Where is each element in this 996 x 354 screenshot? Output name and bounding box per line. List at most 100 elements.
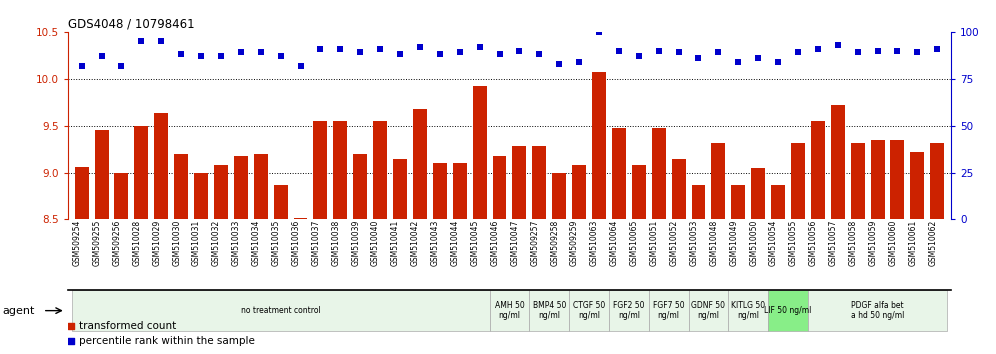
Bar	[374, 121, 387, 219]
Bar	[711, 143, 725, 219]
Text: PDGF alfa bet
a hd 50 ng/ml: PDGF alfa bet a hd 50 ng/ml	[851, 301, 904, 320]
Text: GSM509257: GSM509257	[530, 219, 539, 266]
Text: GSM510060: GSM510060	[888, 219, 897, 266]
Bar	[334, 121, 348, 219]
Text: GSM510058: GSM510058	[849, 219, 858, 266]
Text: GSM510045: GSM510045	[470, 219, 480, 266]
Bar	[274, 185, 288, 219]
Text: GSM510061: GSM510061	[908, 219, 917, 266]
Text: GSM510051: GSM510051	[649, 219, 658, 266]
Text: LIF 50 ng/ml: LIF 50 ng/ml	[764, 306, 812, 315]
Bar	[433, 163, 447, 219]
Text: FGF2 50
ng/ml: FGF2 50 ng/ml	[614, 301, 644, 320]
Point	[74, 63, 90, 68]
Bar	[910, 152, 924, 219]
Point	[850, 50, 866, 55]
Point	[531, 52, 547, 57]
Text: GSM509256: GSM509256	[113, 219, 122, 266]
Text: GDNF 50
ng/ml: GDNF 50 ng/ml	[691, 301, 725, 320]
Bar	[154, 114, 168, 219]
Bar	[134, 126, 148, 219]
Text: GSM510050: GSM510050	[749, 219, 758, 266]
Text: FGF7 50
ng/ml: FGF7 50 ng/ml	[652, 301, 684, 320]
Text: GSM510055: GSM510055	[789, 219, 798, 266]
Text: GSM510035: GSM510035	[272, 219, 281, 266]
Point	[193, 53, 209, 59]
Text: GSM510063: GSM510063	[590, 219, 599, 266]
Bar	[592, 72, 606, 219]
Bar	[609, 290, 648, 331]
Point	[472, 44, 488, 50]
Text: GSM510057: GSM510057	[829, 219, 838, 266]
Text: GSM510029: GSM510029	[152, 219, 161, 266]
Text: GSM510046: GSM510046	[490, 219, 500, 266]
Point	[929, 46, 945, 52]
Bar	[851, 143, 865, 219]
Bar	[572, 165, 586, 219]
Point	[333, 46, 349, 52]
Text: CTGF 50
ng/ml: CTGF 50 ng/ml	[573, 301, 606, 320]
Point	[750, 55, 766, 61]
Point	[650, 48, 666, 53]
Bar	[95, 130, 109, 219]
Point	[889, 48, 905, 53]
Bar	[648, 290, 688, 331]
Point	[690, 55, 706, 61]
Text: GSM510037: GSM510037	[312, 219, 321, 266]
Text: GSM510044: GSM510044	[451, 219, 460, 266]
Bar	[354, 154, 368, 219]
Bar	[671, 159, 685, 219]
Point	[810, 46, 826, 52]
Bar	[631, 165, 645, 219]
Text: GSM510048: GSM510048	[709, 219, 718, 266]
Bar	[751, 168, 765, 219]
Point	[790, 50, 806, 55]
Text: GSM510033: GSM510033	[232, 219, 241, 266]
Bar	[731, 185, 745, 219]
Bar	[930, 143, 944, 219]
Bar	[651, 129, 665, 219]
Point	[293, 63, 309, 68]
Bar	[294, 218, 308, 219]
Bar	[194, 173, 208, 219]
Point	[770, 59, 786, 65]
Bar	[234, 156, 248, 219]
Point	[452, 50, 468, 55]
Text: BMP4 50
ng/ml: BMP4 50 ng/ml	[533, 301, 566, 320]
Bar	[771, 185, 785, 219]
Bar	[75, 167, 89, 219]
Text: GSM510056: GSM510056	[809, 219, 818, 266]
Bar	[72, 290, 490, 331]
Point	[317, 279, 333, 284]
Bar	[393, 159, 407, 219]
Text: GSM510052: GSM510052	[669, 219, 678, 266]
Bar	[569, 290, 609, 331]
Point	[571, 59, 587, 65]
Text: GSM510054: GSM510054	[769, 219, 778, 266]
Text: GSM510034: GSM510034	[252, 219, 261, 266]
Point	[670, 50, 686, 55]
Bar	[768, 290, 808, 331]
Text: GSM510032: GSM510032	[212, 219, 221, 266]
Text: GSM510042: GSM510042	[411, 219, 420, 266]
Bar	[791, 143, 805, 219]
Bar	[691, 185, 705, 219]
Text: GSM510049: GSM510049	[729, 219, 738, 266]
Bar	[413, 109, 427, 219]
Text: GSM510062: GSM510062	[928, 219, 937, 266]
Bar	[612, 129, 625, 219]
Point	[432, 52, 448, 57]
Text: GSM510065: GSM510065	[629, 219, 638, 266]
Text: GSM510041: GSM510041	[391, 219, 400, 266]
Point	[213, 53, 229, 59]
Bar	[529, 290, 569, 331]
Bar	[115, 173, 128, 219]
Point	[710, 50, 726, 55]
Point	[909, 50, 925, 55]
Point	[870, 48, 885, 53]
Bar	[473, 86, 487, 219]
Text: GSM510038: GSM510038	[332, 219, 341, 266]
Point	[353, 50, 369, 55]
Bar	[890, 140, 904, 219]
Point	[114, 63, 129, 68]
